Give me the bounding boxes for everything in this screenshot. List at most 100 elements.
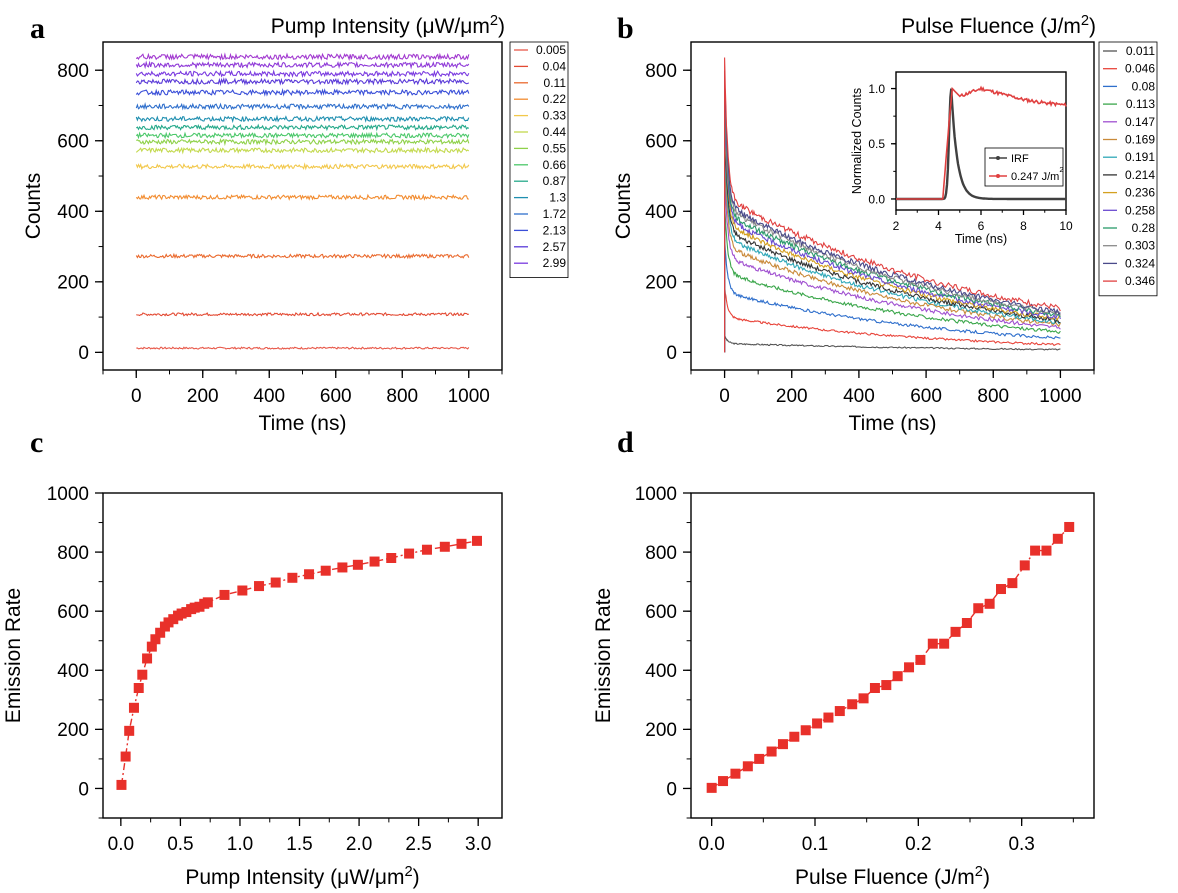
panel-b-y-tick-label: 600 <box>645 132 677 153</box>
panel-d-data-point <box>1041 545 1052 556</box>
panel-a-x-tick-label: 0 <box>131 386 142 407</box>
panel-b-series-line <box>724 171 1061 353</box>
panel-b-series-line <box>724 107 1061 353</box>
panel-c-y-tick-label: 400 <box>57 661 89 682</box>
panel-d-data-point <box>754 753 765 764</box>
inset-y-tick-label: 1.0 <box>868 82 885 96</box>
panel-a-legend-label: 0.22 <box>543 92 567 106</box>
panel-a-series-line <box>135 123 470 132</box>
panel-a-legend-label: 0.04 <box>543 59 567 73</box>
panel-a-series-line <box>135 193 469 201</box>
panel-a-series-line <box>135 69 470 79</box>
panel-d-data-point <box>881 680 892 691</box>
panel-d-x-tick-label: 0.3 <box>1008 834 1034 855</box>
panel-b-legend-label: 0.324 <box>1125 256 1155 270</box>
inset-y-tick-label: 0.5 <box>868 137 885 151</box>
panel-c-data-point <box>120 751 131 762</box>
panel-b-y-tick-label: 400 <box>645 202 677 223</box>
panel-a-series-line <box>136 346 470 350</box>
panel-c-x-tick-label: 0.5 <box>167 834 193 855</box>
inset-x-tick-label: 4 <box>935 219 942 233</box>
panel-d-y-tick-label: 600 <box>645 602 677 623</box>
panel-a-series-line <box>135 102 470 111</box>
panel-b-x-axis-title: Time (ns) <box>849 412 937 435</box>
panel-c-x-tick-label: 2.0 <box>346 834 372 855</box>
panel-a-y-tick-label: 600 <box>57 132 89 153</box>
panel-d-y-axis-title: Emission Rate <box>592 588 615 723</box>
panel-d-connect-line <box>711 526 1070 789</box>
panel-c-data-point <box>128 702 139 713</box>
panel-d-data-point <box>730 768 741 779</box>
panel-a-series-line <box>135 60 470 70</box>
panel-b-y-tick-label: 800 <box>645 61 677 82</box>
panel-b: b Pulse Fluence (J/m2) 0 200 400 600 800 1000 0 2… <box>612 12 1158 435</box>
panel-d-data-point <box>858 693 869 704</box>
panel-b-x-tick-label: 800 <box>977 386 1009 407</box>
inset-legend-box <box>984 147 1064 187</box>
panel-a-series-line <box>135 252 470 260</box>
panel-d-data-point <box>927 638 938 649</box>
panel-c-data-point <box>146 641 157 652</box>
panel-c-data-point <box>456 538 467 549</box>
panel-a-legend-label: 2.13 <box>543 223 567 237</box>
panel-d-data-point <box>742 761 753 772</box>
panel-a-series-line <box>135 131 470 140</box>
panel-d-data-point <box>1064 521 1075 532</box>
panel-a-y-tick-label: 200 <box>57 273 89 294</box>
panel-d-data-point <box>939 638 950 649</box>
panel-d-data-point <box>1052 533 1063 544</box>
panel-a-series-line <box>136 138 470 147</box>
panel-b-y-axis-title: Counts <box>612 173 635 240</box>
panel-a-series-line <box>135 114 470 124</box>
panel-a-series-line <box>135 162 470 171</box>
panel-d-y-tick-label: 0 <box>666 779 677 800</box>
panel-b-legend-label: 0.011 <box>1126 44 1155 58</box>
panel-a-y-tick-label: 800 <box>57 61 89 82</box>
panel-c-y-tick-label: 0 <box>78 779 89 800</box>
panel-a-legend-label: 0.005 <box>536 43 566 57</box>
panel-b-series-line <box>724 151 1061 353</box>
panel-a-legend-box <box>509 41 569 279</box>
panel-d-data-point <box>777 739 788 750</box>
inset-x-tick-label: 6 <box>978 219 985 233</box>
panel-a-letter: a <box>30 12 45 45</box>
panel-c-y-tick-label: 1000 <box>47 484 89 505</box>
inset-legend-marker <box>996 156 1000 160</box>
inset-background <box>896 72 1066 210</box>
panel-c-data-point <box>155 627 166 638</box>
panel-a-legend-label: 0.44 <box>543 125 567 139</box>
panel-b-series-line <box>724 57 1061 353</box>
panel-c-data-point <box>439 541 450 552</box>
panel-d-data-point <box>1019 560 1030 571</box>
panel-a-legend-label: 0.66 <box>543 158 567 172</box>
panel-b-legend-label: 0.113 <box>1126 97 1155 111</box>
panel-c-plot-frame <box>102 492 503 819</box>
panel-d-data-point <box>800 725 811 736</box>
panel-c-data-point <box>320 565 331 576</box>
panel-b-y-tick-label: 200 <box>645 273 677 294</box>
panel-b-x-tick-label: 1000 <box>1039 386 1081 407</box>
inset-x-tick-label: 2 <box>893 219 900 233</box>
panel-d-x-tick-label: 0.0 <box>698 834 724 855</box>
panel-b-legend-label: 0.191 <box>1125 150 1155 164</box>
panel-d-data-point <box>915 654 926 665</box>
panel-c-data-point <box>369 556 380 567</box>
panel-d-y-tick-label: 800 <box>645 543 677 564</box>
panel-c-data-point <box>352 559 363 570</box>
panel-c-data-point <box>337 562 348 573</box>
panel-c-y-tick-label: 600 <box>57 602 89 623</box>
panel-d-y-tick-label: 200 <box>645 720 677 741</box>
panel-b-series-line <box>724 285 1061 353</box>
panel-d-y-tick-label: 400 <box>645 661 677 682</box>
panel-c-data-point <box>202 597 213 608</box>
panel-c-data-point <box>116 779 127 790</box>
panel-b-legend-label: 0.046 <box>1125 62 1155 76</box>
panel-c-data-point <box>304 569 315 580</box>
panel-c-data-point <box>150 634 161 645</box>
inset-y-tick-label: 0.0 <box>868 192 885 206</box>
panel-c-x-tick-label: 1.0 <box>227 834 253 855</box>
panel-a-series-line <box>135 52 470 61</box>
panel-a-series-line <box>135 145 470 155</box>
panel-c-x-axis-title: Pump Intensity (μW/μm2) <box>185 864 419 889</box>
